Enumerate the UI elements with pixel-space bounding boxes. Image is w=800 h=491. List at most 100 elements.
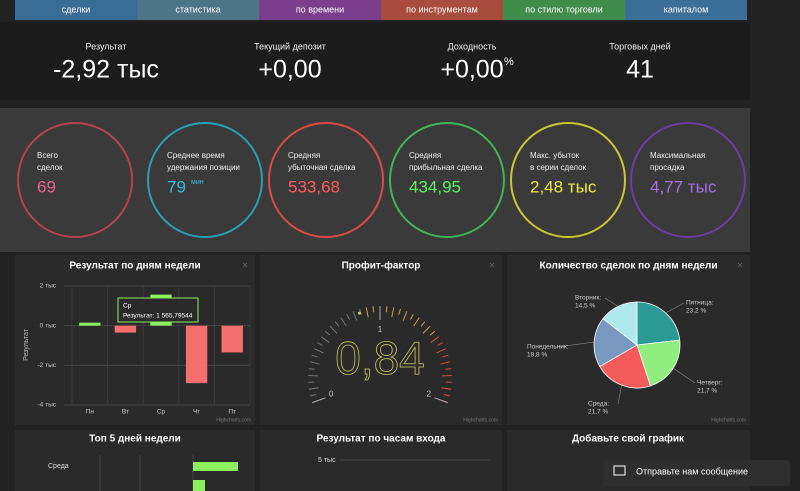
tab-label[interactable]: сделки [62,4,91,14]
gauge-minor-tick [309,361,320,365]
pie-label: Пятница: [686,300,714,307]
gauge-minor-tick [445,368,452,370]
gauge-minor-tick [311,354,318,358]
tooltip-text: Результат: 1 565,79544 [123,313,193,320]
kpi-value: 2,48 тыс [530,177,597,196]
gauge-minor-tick [310,394,317,397]
kpi-circle [630,122,746,238]
chat-button[interactable] [603,460,790,486]
kpi-value: 4,77 тыс [650,177,717,196]
x-tick-label: Ср [157,409,166,416]
pie-connector [604,297,619,307]
gauge-minor-tick [324,330,331,336]
gauge-minor-tick [413,317,420,327]
gauge-minor-tick [430,336,440,343]
close-button[interactable]: × [489,261,495,272]
kpi-value: 533,68 [288,177,340,196]
tab[interactable] [625,0,747,20]
gauge-minor-tick [334,321,340,327]
kpi-unit: мин [191,179,204,186]
kpi-circle [268,122,384,238]
tab-label[interactable]: статистика [175,4,220,14]
y-tick-label: -2 тыс [38,362,57,369]
kpi-value: 434,95 [409,177,461,196]
kpi-label: Максимальная [650,151,705,160]
kpi-value: 69 [37,177,56,196]
panel [15,430,255,491]
close-button[interactable]: × [242,261,248,272]
gauge-minor-tick [346,313,350,320]
gauge-minor-tick [429,330,436,336]
pie-slice [599,344,651,389]
gauge-minor-tick [410,313,414,320]
gauge-value: 0,84 [335,332,425,384]
gauge-minor-tick [308,387,319,390]
chat-label[interactable]: Отправьте нам сообщение [636,466,748,476]
pie-connector [617,385,622,405]
tab-label[interactable]: капиталом [664,4,709,14]
pie-value-label: 23,2 % [686,308,706,315]
pie-value-label: 18,8 % [527,352,547,359]
gauge-minor-tick [420,321,426,327]
tab[interactable] [15,0,137,20]
gauge-minor-tick [308,368,315,370]
stat-value: -2,92 тыс [53,56,159,84]
tab[interactable] [137,0,259,20]
bar [114,325,137,333]
tab-label[interactable]: по стилю торговли [525,4,603,14]
gauge-minor-tick [320,336,330,343]
y-tick-label: 0 тыс [40,322,57,329]
x-tick-label: Пн [86,409,95,416]
gauge-minor-tick [402,311,408,321]
pie-label: Вторник: [575,295,601,302]
tab-label[interactable]: по инструментам [406,4,478,14]
credits: Highcharts.com [463,417,498,423]
kpi-label: прибыльная сделка [409,163,483,172]
panel-title: Результат по дням недели [69,261,200,272]
stat-unit: % [504,56,514,68]
kpi-label: Среднее время [167,151,225,160]
gauge-minor-tick [391,307,395,318]
kpi-label: Макс. убыток [530,151,580,160]
gauge-tick-label: 1 [378,325,383,334]
bar-decoration [193,480,205,491]
gauge-minor-tick [340,317,347,327]
gauge-minor-tick [436,348,446,354]
gauge-tick [434,397,448,404]
kpi-circle [147,122,263,238]
kpi-circle [510,122,626,238]
gauge-minor-tick [317,342,323,346]
kpi-label: просадка [650,163,685,172]
tab-label[interactable]: по времени [296,4,344,14]
gauge-minor-tick [441,387,452,390]
tab[interactable] [259,0,381,20]
pie-label: Четверг: [697,380,723,387]
gauge-minor-tick [437,342,443,346]
gauge-minor-tick [443,394,450,397]
gauge-minor-tick [398,308,401,315]
pie-slice [636,301,681,346]
close-button[interactable]: × [737,261,743,272]
gauge-tick-label: 2 [427,390,432,399]
stat-label: Доходность [448,41,497,51]
bar-decoration [193,462,238,471]
pie-connector [673,367,696,384]
bar-label: Среда [48,463,69,470]
kpi-label: удержания позиции [167,163,240,172]
bar [185,325,208,384]
y-tick-label: 5 тыс [318,457,336,464]
y-tick-label: 2 тыс [40,283,57,290]
kpi-label: Всего [37,151,59,160]
y-axis-title: Результат [23,328,30,361]
tab[interactable] [381,0,503,20]
stat-label: Торговых дней [609,41,670,51]
tab[interactable] [503,0,625,20]
pie-label: Среда: [588,401,609,408]
credits: Highcharts.com [216,417,251,423]
kpi-circle [389,122,505,238]
gauge-pointer [357,311,361,315]
panel-title: Результат по часам входа [317,434,446,445]
gauge-minor-tick [442,354,449,358]
stats-band [0,22,750,100]
